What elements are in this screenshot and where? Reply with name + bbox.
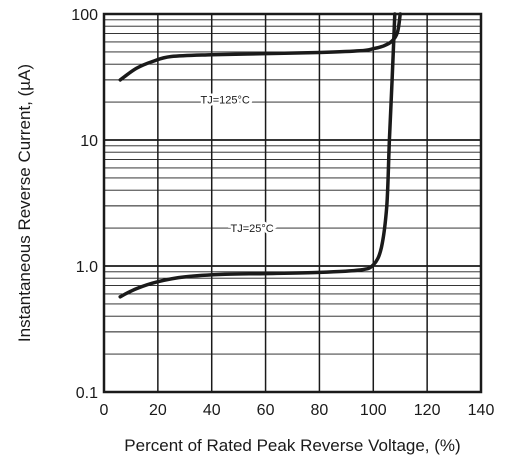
series-line [118, 12, 397, 299]
series-layer [118, 12, 402, 299]
x-tick-label: 80 [311, 402, 329, 419]
tick-labels: 0 20 40 60 80 100 120 140 0.1 1.0 10 100 [71, 7, 494, 419]
series-line [118, 12, 402, 82]
series-label: TJ=125°C [201, 94, 250, 106]
x-tick-label: 0 [100, 402, 109, 419]
x-tick-label: 40 [203, 402, 221, 419]
x-tick-label: 100 [360, 402, 387, 419]
y-tick-label: 10 [80, 133, 98, 150]
x-tick-label: 20 [149, 402, 167, 419]
curve-labels: TJ=125°C TJ=25°C [198, 92, 276, 238]
x-tick-label: 120 [414, 402, 441, 419]
y-tick-label: 1.0 [76, 259, 98, 276]
y-axis-label: Instantaneous Reverse Current, (µA) [15, 64, 34, 342]
plot-frame [102, 12, 483, 394]
x-axis-label: Percent of Rated Peak Reverse Voltage, (… [124, 436, 460, 455]
x-tick-label: 60 [257, 402, 275, 419]
series-label: TJ=25°C [230, 223, 273, 235]
grid [104, 14, 481, 392]
x-tick-label: 140 [468, 402, 495, 419]
y-tick-label: 0.1 [76, 385, 98, 402]
y-tick-label: 100 [71, 7, 98, 24]
